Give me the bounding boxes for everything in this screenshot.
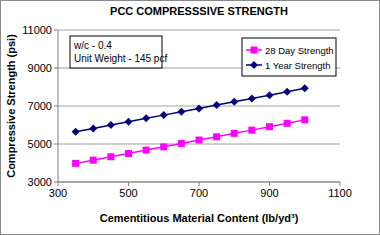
marker [89, 124, 97, 132]
x-axis-label: Cementitious Material Content (lb/yd³) [100, 212, 299, 224]
marker [284, 120, 291, 127]
y-axis [58, 30, 59, 182]
title: PCC COMPRESSSIVE STRENGTH [110, 5, 288, 17]
y-tick [54, 144, 58, 145]
marker [266, 91, 274, 99]
marker [248, 94, 256, 102]
legend: 28 Day Strength 1 Year Strength [242, 38, 336, 76]
marker [160, 111, 168, 119]
x-tick [199, 182, 200, 186]
series-line [76, 88, 305, 131]
annotation-box: w/c - 0.4 Unit Weight - 145 pcf [70, 36, 167, 68]
marker [283, 88, 291, 96]
marker [301, 116, 308, 123]
marker [142, 114, 150, 122]
marker [213, 101, 221, 109]
marker [196, 137, 203, 144]
marker [230, 98, 238, 106]
marker [177, 108, 185, 116]
legend-frame [242, 38, 336, 76]
x-tick [128, 182, 129, 186]
y-tick [54, 182, 58, 183]
x-tick-label: 900 [260, 187, 278, 199]
legend-marker [250, 61, 258, 69]
marker [125, 150, 132, 157]
marker [90, 157, 97, 164]
marker [231, 130, 238, 137]
grid-line [58, 182, 340, 183]
marker [213, 133, 220, 140]
x-tick-label: 1100 [328, 187, 352, 199]
y-axis-label: Compressive Strength (psi) [5, 34, 17, 178]
marker [266, 123, 273, 130]
legend-label: 28 Day Strength [265, 45, 334, 56]
marker [107, 153, 114, 160]
annotation: Unit Weight - 145 pcf [74, 53, 167, 64]
y-tick [54, 68, 58, 69]
x-tick-label: 500 [119, 187, 137, 199]
marker [107, 121, 115, 129]
marker [160, 143, 167, 150]
grid-line [58, 30, 340, 31]
marker [72, 160, 79, 167]
plot-data [72, 84, 309, 167]
y-tick-label: 7000 [28, 100, 52, 112]
x-tick-label: 300 [49, 187, 67, 199]
marker [195, 104, 203, 112]
legend-marker [251, 47, 258, 54]
marker [178, 140, 185, 147]
y-tick [54, 106, 58, 107]
x-tick [340, 182, 341, 186]
series-line [76, 120, 305, 164]
chart-border [1, 1, 380, 235]
marker [72, 128, 80, 136]
y-tick-label: 11000 [22, 24, 52, 36]
marker [301, 84, 309, 92]
y-tick [54, 30, 58, 31]
x-axis [58, 182, 340, 183]
legend-label: 1 Year Strength [265, 60, 331, 71]
x-tick [58, 182, 59, 186]
x-tick-label: 700 [190, 187, 208, 199]
chart: PCC COMPRESSSIVE STRENGTH300050007000900… [0, 0, 380, 235]
x-tick [269, 182, 270, 186]
marker [125, 118, 133, 126]
grid-line [58, 144, 340, 145]
annotation: w/c - 0.4 [73, 40, 112, 51]
marker [248, 127, 255, 134]
y-tick-label: 9000 [28, 62, 52, 74]
y-tick-label: 5000 [28, 138, 52, 150]
marker [143, 147, 150, 154]
